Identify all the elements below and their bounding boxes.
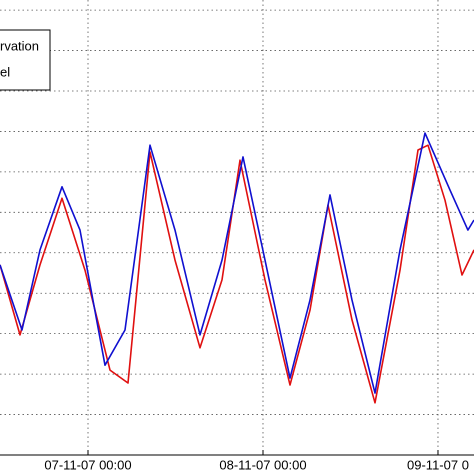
legend-label: rvation	[0, 38, 39, 53]
plot	[0, 132, 474, 404]
grid	[0, 0, 474, 456]
legend-label: el	[0, 64, 10, 79]
x-tick-label: 09-11-07 0	[407, 457, 469, 472]
x-tick-label: 07-11-07 00:00	[44, 457, 131, 472]
legend: rvation el	[0, 29, 51, 91]
series-line	[0, 132, 474, 394]
x-tick-label: 08-11-07 00:00	[219, 457, 306, 472]
series-line	[0, 144, 474, 404]
legend-box	[0, 29, 51, 91]
